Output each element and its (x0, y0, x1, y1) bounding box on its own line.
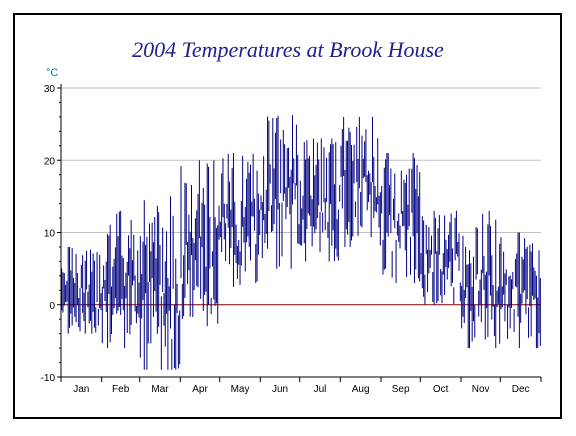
y-tick-label: 30 (44, 84, 56, 95)
x-tick-label-dec: Dec (512, 384, 530, 395)
x-tick-label-jul: Jul (314, 384, 327, 395)
y-tick-label: -10 (41, 373, 56, 384)
data-bars (61, 115, 541, 370)
x-tick-label-jan: Jan (73, 384, 89, 395)
x-tick-label-oct: Oct (433, 384, 449, 395)
chart-title: 2004 Temperatures at Brook House (132, 37, 444, 62)
x-tick-label-apr: Apr (192, 384, 208, 395)
x-tick-label-feb: Feb (112, 384, 130, 395)
chart-frame (13, 13, 562, 419)
y-ticks: -10 0 10 20 30 (41, 84, 61, 384)
y-tick-label: 10 (44, 229, 56, 240)
x-tick-label-nov: Nov (472, 384, 490, 395)
y-tick-label: 0 (49, 301, 55, 312)
x-tick-label-sep: Sep (392, 384, 410, 395)
x-tick-label-mar: Mar (151, 384, 169, 395)
x-ticks: Jan Feb Mar Apr May Jun Jul Aug Sep Oct Nov Dec (60, 377, 542, 395)
x-tick-label-aug: Aug (352, 384, 370, 395)
y-axis-unit: °C (46, 67, 58, 79)
grid-lines (61, 87, 541, 306)
x-tick-label-jun: Jun (272, 384, 288, 395)
x-tick-label-may: May (231, 384, 250, 395)
y-tick-label: 20 (44, 156, 56, 167)
